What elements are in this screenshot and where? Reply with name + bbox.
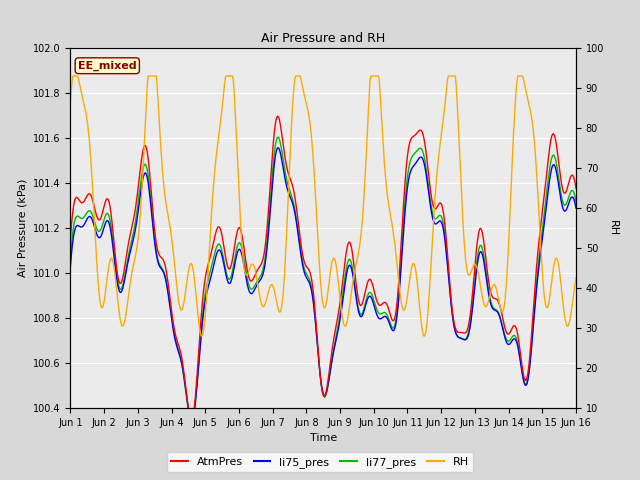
Legend: AtmPres, li75_pres, li77_pres, RH: AtmPres, li75_pres, li77_pres, RH	[166, 452, 474, 472]
Title: Air Pressure and RH: Air Pressure and RH	[261, 33, 385, 46]
Y-axis label: Air Pressure (kPa): Air Pressure (kPa)	[17, 179, 28, 277]
Y-axis label: RH: RH	[608, 220, 618, 236]
X-axis label: Time: Time	[310, 433, 337, 443]
Text: EE_mixed: EE_mixed	[78, 60, 136, 71]
